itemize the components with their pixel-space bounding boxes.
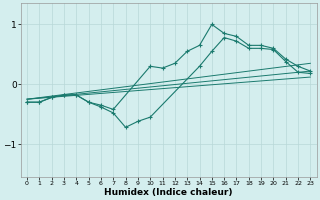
X-axis label: Humidex (Indice chaleur): Humidex (Indice chaleur) — [104, 188, 233, 197]
